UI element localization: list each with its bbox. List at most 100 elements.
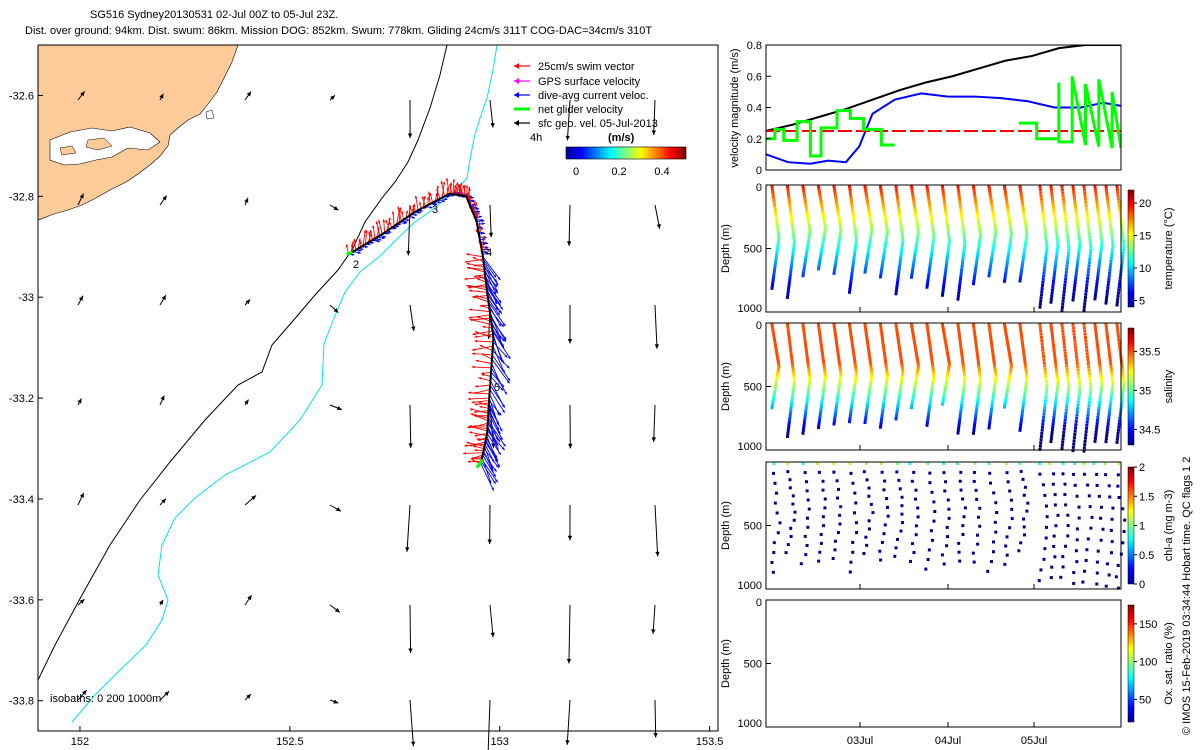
data-point xyxy=(1039,335,1043,339)
velocity-series-0 xyxy=(766,45,1121,132)
data-point xyxy=(1107,277,1111,281)
data-point xyxy=(1109,229,1113,233)
data-point xyxy=(932,234,936,238)
data-point xyxy=(790,261,794,265)
data-point xyxy=(927,338,931,342)
data-point xyxy=(1094,288,1098,292)
data-point xyxy=(990,253,994,257)
data-point xyxy=(770,284,774,288)
sfc-arrow xyxy=(488,204,494,238)
data-point xyxy=(1099,391,1103,395)
data-point xyxy=(1095,582,1099,586)
data-point xyxy=(1107,419,1111,423)
data-point xyxy=(1018,279,1022,283)
data-point xyxy=(789,264,793,268)
data-point xyxy=(1072,571,1076,575)
data-point xyxy=(823,375,827,379)
data-point xyxy=(973,423,977,427)
data-point xyxy=(833,189,837,193)
data-point xyxy=(775,250,779,254)
data-point xyxy=(866,400,870,404)
data-point xyxy=(900,229,904,233)
data-point xyxy=(1093,325,1097,329)
swim-vector xyxy=(472,295,489,303)
data-point xyxy=(947,507,951,511)
data-point xyxy=(1073,432,1077,436)
data-point xyxy=(1006,386,1010,390)
data-point xyxy=(1055,253,1059,257)
data-point xyxy=(817,426,820,430)
sfc-arrow xyxy=(407,99,413,139)
data-point xyxy=(1043,403,1047,407)
colorbar-tick-label: 1 xyxy=(1139,521,1145,533)
data-point xyxy=(818,195,822,199)
data-point xyxy=(1066,380,1070,384)
data-point xyxy=(1086,355,1090,359)
data-point xyxy=(1050,434,1054,438)
data-point xyxy=(882,396,886,400)
data-point xyxy=(947,361,951,365)
dac-vector xyxy=(477,222,485,226)
data-point xyxy=(926,280,930,284)
data-point xyxy=(1118,416,1122,420)
data-point xyxy=(778,521,782,525)
data-point xyxy=(992,360,996,364)
data-point xyxy=(1007,248,1011,252)
data-point xyxy=(1025,374,1029,378)
data-point xyxy=(914,247,918,251)
data-point xyxy=(799,562,803,566)
data-point xyxy=(1064,223,1068,227)
data-point xyxy=(1043,225,1047,229)
data-point xyxy=(942,282,946,286)
data-point xyxy=(1042,409,1046,413)
data-point xyxy=(914,212,918,216)
data-point xyxy=(836,531,840,535)
data-point xyxy=(944,343,948,347)
data-point xyxy=(848,323,851,326)
colorbar-tick-label: 50 xyxy=(1139,694,1151,706)
data-point xyxy=(884,383,888,387)
colorbar-tick-label: 35 xyxy=(1139,385,1151,397)
data-point xyxy=(805,401,809,405)
data-point xyxy=(837,240,841,244)
swim-vector xyxy=(479,405,489,409)
data-point xyxy=(819,197,823,201)
data-point xyxy=(869,380,873,384)
data-point xyxy=(988,330,992,334)
swim-vector xyxy=(463,452,484,455)
data-point xyxy=(1039,332,1043,336)
data-point xyxy=(771,331,775,335)
data-point xyxy=(807,235,811,239)
data-point xyxy=(1061,434,1065,438)
data-point xyxy=(1023,388,1027,392)
data-point xyxy=(994,501,998,505)
data-point xyxy=(960,213,964,217)
data-point xyxy=(956,428,960,432)
data-point xyxy=(1078,243,1082,247)
data-point xyxy=(1043,547,1047,551)
data-point xyxy=(928,400,932,404)
data-point xyxy=(823,227,827,231)
data-point xyxy=(928,265,932,269)
data-point xyxy=(787,420,791,424)
data-point xyxy=(956,187,960,191)
data-point xyxy=(975,257,979,261)
data-point xyxy=(805,353,809,357)
data-point xyxy=(1008,219,1012,223)
data-point xyxy=(941,325,945,329)
data-point xyxy=(947,243,951,247)
data-point xyxy=(866,253,870,257)
data-point xyxy=(1055,247,1059,251)
data-point xyxy=(943,276,947,280)
data-point xyxy=(1116,431,1120,435)
swim-vector xyxy=(474,339,494,343)
data-point xyxy=(1085,352,1089,356)
data-point xyxy=(916,236,920,240)
data-point xyxy=(1066,251,1070,255)
velocity-ytick-label: 0.6 xyxy=(747,71,762,83)
data-point xyxy=(912,335,916,339)
swim-vector xyxy=(469,408,489,414)
data-point xyxy=(990,405,994,409)
data-point xyxy=(1005,471,1009,475)
